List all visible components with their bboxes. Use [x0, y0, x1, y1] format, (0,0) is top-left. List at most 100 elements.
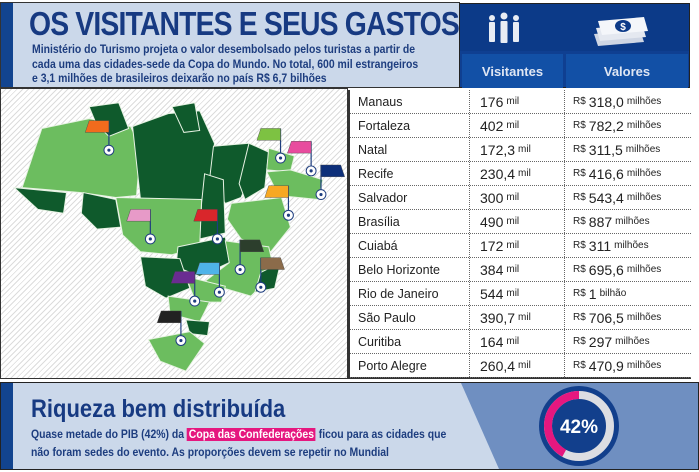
value-cell: R$ 318,0 milhões	[565, 90, 691, 113]
visitors-cell: 402 mil	[470, 114, 565, 137]
city-marker[interactable]	[264, 185, 294, 221]
city-marker[interactable]	[156, 310, 187, 346]
currency: R$	[573, 336, 586, 347]
table-row: Fortaleza 402 mil R$ 782,2 milhões	[350, 114, 691, 138]
state-santa-catarina	[185, 319, 211, 337]
flag-icon	[260, 257, 285, 270]
visitors-cell: 172,3 mil	[470, 138, 565, 161]
currency: R$	[573, 96, 586, 107]
value-cell: R$ 887 milhões	[565, 210, 691, 233]
city-marker[interactable]	[193, 209, 223, 245]
value-unit: milhões	[626, 312, 662, 323]
value-unit: milhões	[626, 120, 662, 131]
percent-donut: 42%	[539, 386, 619, 466]
banner: Riqueza bem distribuída Quase metade do …	[0, 382, 699, 470]
state-tocantins	[199, 173, 226, 240]
flag-icon	[287, 141, 312, 154]
table-row: Belo Horizonte 384 mil R$ 695,6 milhões	[350, 258, 691, 282]
svg-text:$: $	[620, 22, 626, 33]
visitors-cell: 176 mil	[470, 90, 565, 113]
brazil-map	[0, 88, 348, 379]
value-cell: R$ 706,5 milhões	[565, 306, 691, 329]
city-name: Rio de Janeiro	[350, 282, 470, 305]
city-name: Cuiabá	[350, 234, 470, 257]
visitors-cell: 390,7 mil	[470, 306, 565, 329]
currency: R$	[573, 120, 586, 131]
visitors-value: 230,4	[480, 165, 516, 182]
value-unit: milhões	[615, 336, 650, 347]
accent-bar	[1, 383, 13, 469]
currency: R$	[573, 288, 586, 299]
table-row: Porto Alegre 260,4 mil R$ 470,9 milhões	[350, 354, 691, 378]
city-marker[interactable]	[170, 271, 201, 307]
visitors-cell: 260,4 mil	[470, 354, 565, 377]
value-amount: 706,5	[588, 309, 624, 326]
value-unit: milhões	[614, 240, 649, 251]
value-amount: 311	[588, 237, 612, 254]
visitors-value: 544	[480, 285, 504, 302]
visitors-unit: mil	[506, 240, 520, 251]
city-marker[interactable]	[234, 239, 265, 275]
value-unit: milhões	[615, 216, 650, 227]
value-amount: 416,6	[588, 165, 624, 182]
city-marker[interactable]	[195, 262, 225, 298]
city-marker[interactable]	[256, 128, 286, 164]
visitors-cell: 164 mil	[470, 330, 565, 353]
value-cell: R$ 1 bilhão	[565, 282, 691, 305]
value-unit: bilhão	[599, 288, 627, 299]
visitors-unit: mil	[506, 336, 520, 347]
visitors-unit: mil	[518, 312, 531, 323]
value-unit: milhões	[626, 168, 662, 179]
table-row: Recife 230,4 mil R$ 416,6 milhões	[350, 162, 691, 186]
city-name: Fortaleza	[350, 114, 470, 137]
banner-text-before: Quase metade do PIB (42%) da	[31, 428, 187, 441]
table-row: Rio de Janeiro 544 mil R$ 1 bilhão	[350, 282, 691, 306]
banner-title: Riqueza bem distribuída	[31, 395, 286, 423]
flag-icon	[239, 239, 265, 252]
table-row: Cuiabá 172 mil R$ 311 milhões	[350, 234, 691, 258]
value-amount: 1	[588, 285, 597, 302]
currency: R$	[573, 216, 586, 227]
state-piaui	[238, 142, 270, 201]
banner-text-after: ficou para as cidades que não foram sede…	[31, 428, 447, 459]
table-row: Manaus 176 mil R$ 318,0 milhões	[350, 90, 691, 114]
city-marker[interactable]	[287, 141, 317, 177]
city-name: Brasília	[350, 210, 470, 233]
city-name: Salvador	[350, 186, 470, 209]
value-amount: 782,2	[588, 117, 624, 134]
banner-text: Quase metade do PIB (42%) da Copa das Co…	[31, 426, 454, 462]
value-unit: milhões	[625, 144, 661, 155]
city-marker[interactable]	[84, 120, 115, 156]
value-cell: R$ 695,6 milhões	[565, 258, 691, 281]
visitors-unit: mil	[518, 360, 531, 371]
value-amount: 695,6	[588, 261, 624, 278]
city-table: Manaus 176 mil R$ 318,0 milhões Fortaleza 40…	[348, 90, 691, 379]
state-mato-grosso-sul	[139, 256, 191, 299]
city-marker[interactable]	[255, 257, 285, 293]
visitors-cell: 300 mil	[470, 186, 565, 209]
currency: R$	[573, 360, 586, 371]
visitors-unit: mil	[506, 216, 520, 227]
visitors-cell: 384 mil	[470, 258, 565, 281]
currency: R$	[573, 264, 586, 275]
value-amount: 297	[588, 333, 613, 350]
visitors-value: 172,3	[480, 141, 516, 158]
value-cell: R$ 543,4 milhões	[565, 186, 691, 209]
value-amount: 318,0	[588, 93, 624, 110]
value-cell: R$ 416,6 milhões	[565, 162, 691, 185]
visitors-value: 384	[480, 261, 504, 278]
page-subtitle: Ministério do Turismo projeta o valor de…	[32, 43, 419, 85]
table-row: Natal 172,3 mil R$ 311,5 milhões	[350, 138, 691, 162]
value-cell: R$ 311 milhões	[565, 234, 691, 257]
column-values: Valores	[566, 54, 688, 88]
header-icons: $	[489, 12, 648, 46]
state-amapa	[171, 102, 201, 133]
visitors-value: 176	[480, 93, 504, 110]
visitors-cell: 172 mil	[470, 234, 565, 257]
city-marker[interactable]	[315, 164, 345, 200]
banner-highlight: Copa das Confederações	[186, 428, 316, 441]
value-cell: R$ 782,2 milhões	[565, 114, 691, 137]
visitors-value: 164	[480, 333, 504, 350]
city-marker[interactable]	[126, 209, 156, 245]
value-amount: 543,4	[588, 189, 624, 206]
